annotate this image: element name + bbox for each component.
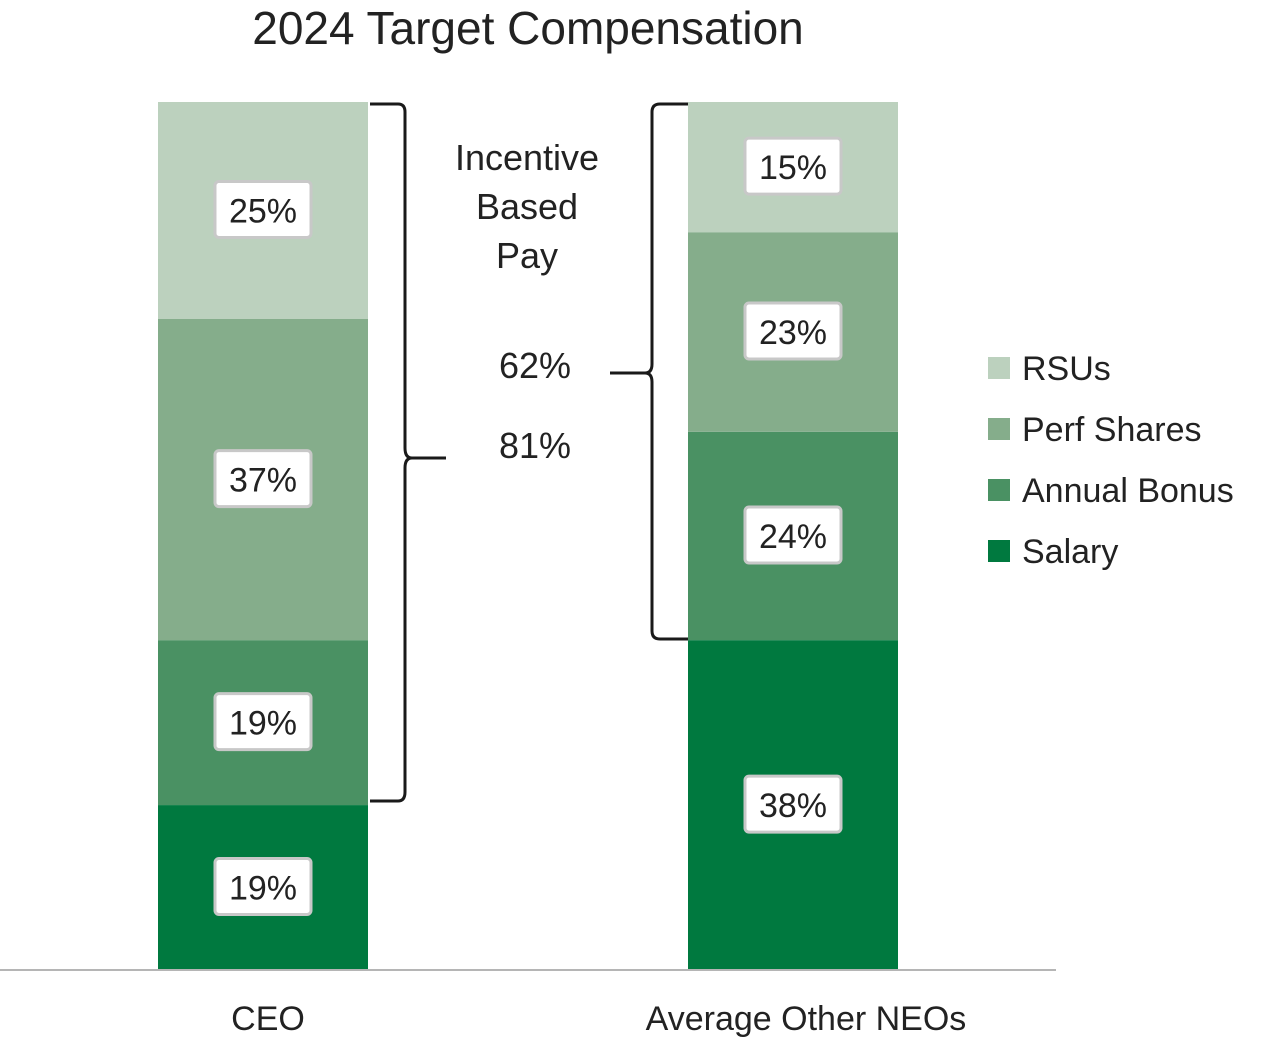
legend-swatch-perf-shares bbox=[988, 418, 1010, 440]
data-label-box bbox=[213, 449, 313, 509]
ceo-incentive-bracket bbox=[370, 102, 446, 803]
incentive-label-line-1: Incentive bbox=[455, 137, 599, 178]
data-label-box bbox=[743, 505, 843, 565]
data-label-box bbox=[743, 301, 843, 361]
data-label-ceo-perf-shares: 37% bbox=[229, 462, 297, 500]
bars-group: 19% 19% 37% 25% 38% 24% 23% 15% bbox=[158, 102, 898, 970]
category-label-neos: Average Other NEOs bbox=[646, 1000, 967, 1038]
legend-swatch-salary bbox=[988, 540, 1010, 562]
incentive-label-line-3: Pay bbox=[496, 235, 558, 276]
legend-label-rsus: RSUs bbox=[1022, 350, 1111, 388]
neo-incentive-value: 62% bbox=[499, 345, 571, 386]
legend-swatch-rsus bbox=[988, 357, 1010, 379]
data-label-average-other-neos-perf-shares: 23% bbox=[759, 314, 827, 352]
data-label-box bbox=[213, 857, 313, 917]
legend-label-annual-bonus: Annual Bonus bbox=[1022, 472, 1234, 510]
data-label-average-other-neos-rsus: 15% bbox=[759, 149, 827, 187]
data-label-average-other-neos-annual-bonus: 24% bbox=[759, 518, 827, 556]
data-label-box bbox=[213, 692, 313, 752]
legend-label-salary: Salary bbox=[1022, 533, 1118, 571]
neo-incentive-bracket bbox=[610, 102, 688, 641]
data-label-box bbox=[743, 774, 843, 834]
category-label-ceo: CEO bbox=[231, 1000, 305, 1038]
incentive-label-line-2: Based bbox=[476, 186, 578, 227]
data-label-ceo-salary: 19% bbox=[229, 870, 297, 908]
data-label-average-other-neos-salary: 38% bbox=[759, 787, 827, 825]
legend-label-perf-shares: Perf Shares bbox=[1022, 411, 1202, 449]
data-label-ceo-annual-bonus: 19% bbox=[229, 705, 297, 743]
legend-swatch-annual-bonus bbox=[988, 479, 1010, 501]
ceo-incentive-value: 81% bbox=[499, 425, 571, 466]
chart-title: 2024 Target Compensation bbox=[252, 2, 804, 54]
data-label-ceo-rsus: 25% bbox=[229, 193, 297, 231]
data-label-box bbox=[743, 136, 843, 196]
legend: RSUs Perf Shares Annual Bonus Salary bbox=[988, 350, 1234, 571]
data-label-box bbox=[213, 180, 313, 239]
